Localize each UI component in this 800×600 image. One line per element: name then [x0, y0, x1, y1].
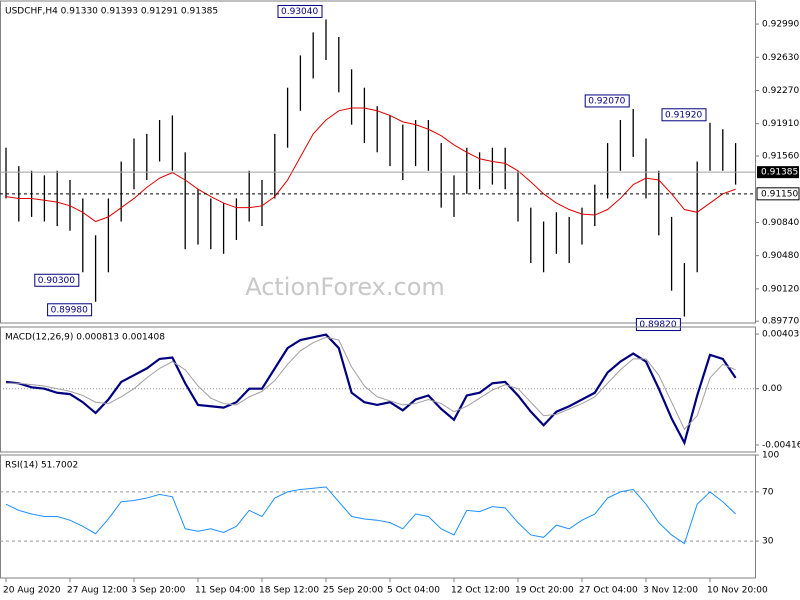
x-tick-label: 5 Oct 04:00: [387, 586, 440, 596]
panel-title: MACD(12,26,9) 0.000813 0.001408: [5, 333, 165, 343]
price-label-box: [756, 187, 800, 201]
panel-frame: [0, 454, 756, 579]
y-tick-label: 100: [762, 451, 779, 461]
x-tick-label: 19 Oct 20:00: [515, 586, 574, 596]
x-tick-label: 18 Sep 12:00: [259, 586, 319, 596]
y-tick-label: 0.92270: [762, 86, 799, 96]
x-tick-label: 27 Aug 12:00: [67, 586, 128, 596]
watermark: ActionForex.com: [245, 273, 445, 301]
series-line: [5, 107, 736, 223]
last-price-label: 0.91385: [761, 168, 798, 178]
panel-title: USDCHF,H4 0.91330 0.91393 0.91291 0.9138…: [5, 7, 218, 17]
annotation-label: 0.89820: [639, 320, 676, 330]
annotation-box: [661, 108, 707, 122]
y-tick-label: 0.92990: [762, 20, 799, 30]
x-tick-label: 3 Nov 12:00: [643, 586, 698, 596]
panel-title: RSI(14) 51.7002: [5, 461, 78, 471]
series-line: [6, 336, 736, 431]
annotation-label: 0.92070: [588, 96, 625, 106]
annotation-box: [34, 273, 80, 287]
y-tick-label: 30: [762, 537, 774, 547]
annotation-box: [277, 4, 323, 18]
y-tick-label: 70: [762, 487, 774, 497]
x-tick-label: 10 Nov 20:00: [707, 586, 768, 596]
hline-label: 0.91150: [761, 189, 798, 199]
annotation-box: [47, 303, 93, 317]
x-tick-label: 25 Sep 20:00: [323, 586, 383, 596]
y-tick-label: 0.90840: [762, 218, 799, 228]
series-line: [5, 486, 736, 545]
annotation-label: 0.90300: [38, 276, 75, 286]
x-tick-label: 27 Oct 04:00: [579, 586, 638, 596]
annotation-box: [635, 318, 681, 332]
y-tick-label: 0.89770: [762, 317, 799, 327]
annotation-box: [584, 94, 630, 108]
y-tick-label: 0.90480: [762, 251, 799, 261]
y-tick-label: 0.91910: [762, 119, 799, 129]
x-tick-label: 12 Oct 12:00: [451, 586, 510, 596]
x-tick-label: 11 Sep 04:00: [195, 586, 255, 596]
annotation-label: 0.89980: [51, 305, 88, 315]
y-tick-label: 0.92630: [762, 53, 799, 63]
panel-frame: [0, 326, 756, 453]
y-tick-label: 0.004039: [762, 330, 800, 340]
last-price-box: [757, 166, 799, 179]
y-tick-label: 0.91560: [762, 152, 799, 162]
annotation-label: 0.91920: [665, 110, 702, 120]
series-line: [5, 333, 737, 446]
y-tick-label: -0.00416: [762, 440, 800, 450]
panel-frame: [0, 0, 756, 324]
y-tick-label: 0.00: [762, 384, 782, 394]
x-tick-label: 3 Sep 20:00: [131, 586, 186, 596]
annotation-label: 0.93040: [281, 7, 318, 17]
x-tick-label: 20 Aug 2020: [3, 586, 61, 596]
y-tick-label: 0.90120: [762, 284, 799, 294]
